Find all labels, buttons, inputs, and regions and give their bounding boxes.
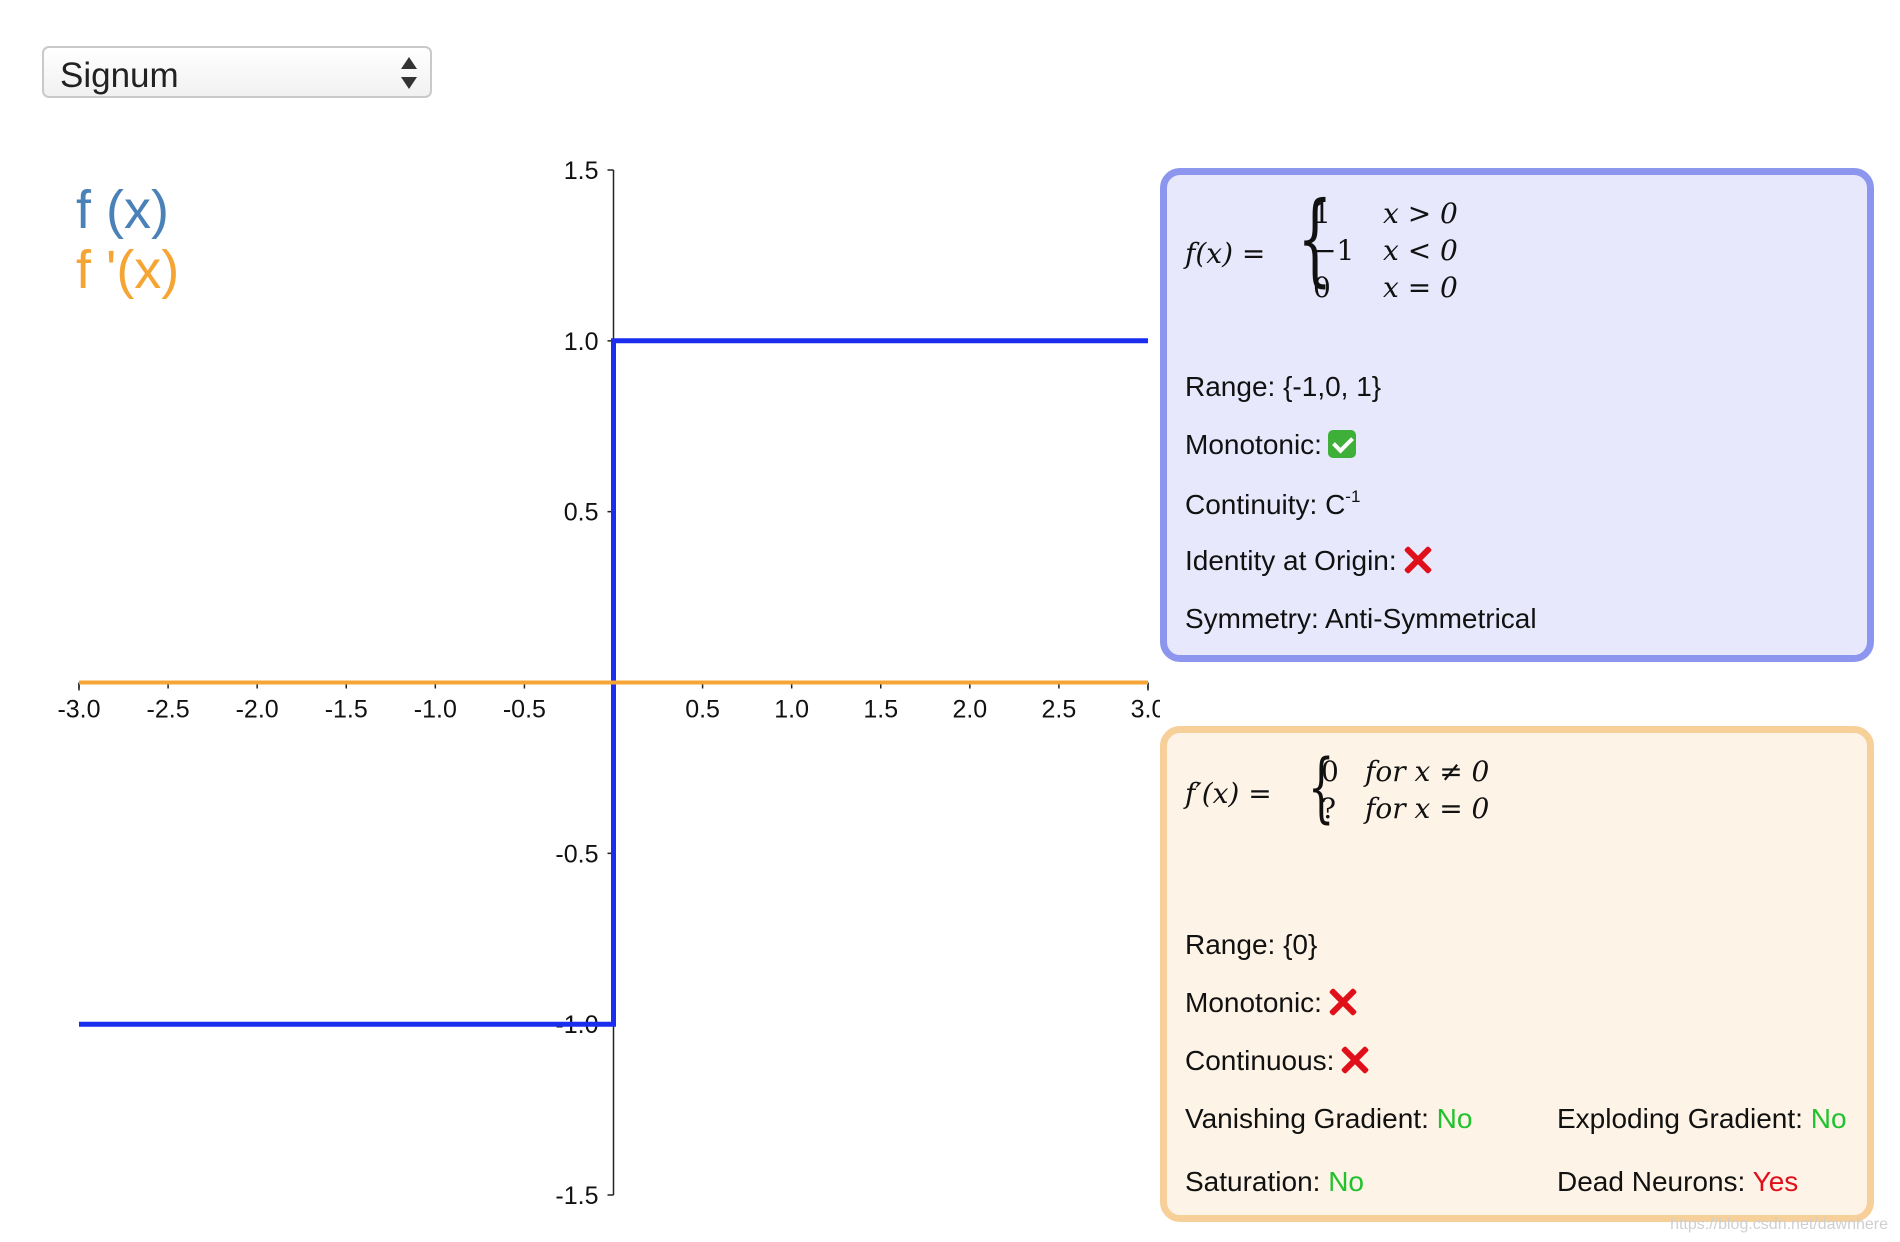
x-tick-label: 3.0: [1131, 696, 1160, 724]
case-condition: x > 0: [1383, 197, 1458, 230]
continuity-row: Continuity: C-1: [1185, 487, 1360, 521]
case-condition: x < 0: [1383, 234, 1458, 267]
vanishing-row: Vanishing Gradient: No: [1185, 1103, 1472, 1135]
derivative-monotonic-label: Monotonic:: [1185, 987, 1322, 1018]
case-condition: x = 0: [1383, 271, 1458, 304]
y-tick-label: 1.0: [564, 328, 599, 356]
x-tick-label: 2.0: [952, 696, 987, 724]
y-tick-label: -1.5: [555, 1182, 598, 1210]
y-tick-label: 1.5: [564, 157, 599, 185]
select-arrows-icon: [401, 57, 417, 89]
exploding-row: Exploding Gradient: No: [1557, 1103, 1847, 1135]
legend-f: f (x): [76, 180, 169, 240]
cross-icon: [1328, 987, 1358, 1017]
derivative-monotonic-row: Monotonic:: [1185, 987, 1358, 1019]
y-tick-label: -0.5: [555, 840, 598, 868]
x-tick-label: 0.5: [685, 696, 720, 724]
case-value: 0: [1321, 755, 1339, 788]
derivative-info-panel: f′(x) = { 0 for x ≠ 0? for x = 0 Range: {0…: [1160, 726, 1874, 1222]
watermark: https://blog.csdn.net/dawnhere: [1670, 1216, 1888, 1233]
x-tick-label: -2.0: [236, 696, 279, 724]
case-condition: for x ≠ 0: [1365, 755, 1490, 788]
cross-icon: [1340, 1045, 1370, 1075]
vanishing-value: No: [1436, 1103, 1473, 1134]
saturation-label: Saturation:: [1185, 1166, 1321, 1197]
saturation-row: Saturation: No: [1185, 1166, 1364, 1198]
x-tick-label: -1.0: [414, 696, 457, 724]
continuous-label: Continuous:: [1185, 1045, 1335, 1076]
x-tick-label: -1.5: [325, 696, 368, 724]
dead-neurons-value: Yes: [1752, 1166, 1799, 1197]
x-tick-label: -2.5: [147, 696, 190, 724]
continuity-label: Continuity: C: [1185, 489, 1346, 520]
exploding-value: No: [1810, 1103, 1847, 1134]
x-tick-label: 1.5: [863, 696, 898, 724]
derivative-range-text: Range: {0}: [1185, 929, 1318, 960]
x-tick-label: 1.0: [774, 696, 809, 724]
range-text: Range: {-1,0, 1}: [1185, 371, 1382, 402]
chart-ticks: -3.0 -2.5 -2.0 -1.5 -1.0 -0.5 0.5 1.0 1.5 2.0 2.5 3…: [57, 157, 1160, 1210]
derivative-formula-brace: {: [1307, 742, 1335, 831]
formula-brace: {: [1297, 180, 1333, 297]
function-info-panel: f(x) = { 1 x > 0 −1 x < 0 0 x = 0 Range: {-1,…: [1160, 168, 1874, 662]
activation-chart: -3.0 -2.5 -2.0 -1.5 -1.0 -0.5 0.5 1.0 1.5 2.0 2.5 3…: [57, 157, 1160, 1210]
dead-neurons-label: Dead Neurons:: [1557, 1166, 1746, 1197]
case-value: 0: [1313, 271, 1331, 304]
function-select-value: Signum: [60, 56, 179, 95]
chart-legend: f (x) f '(x): [76, 180, 179, 300]
continuous-row: Continuous:: [1185, 1045, 1370, 1077]
cross-icon: [1403, 545, 1433, 575]
continuity-sup: -1: [1345, 487, 1361, 506]
x-tick-label: -0.5: [503, 696, 546, 724]
identity-label: Identity at Origin:: [1185, 545, 1397, 576]
symmetry-text: Symmetry: Anti-Symmetrical: [1185, 603, 1537, 634]
identity-row: Identity at Origin:: [1185, 545, 1433, 577]
check-icon: [1327, 430, 1356, 458]
monotonic-label: Monotonic:: [1185, 429, 1322, 460]
legend-df: f '(x): [76, 240, 180, 300]
chart-lines: [79, 338, 1148, 1027]
exploding-label: Exploding Gradient:: [1557, 1103, 1803, 1134]
case-value: 1: [1313, 197, 1331, 230]
function-select[interactable]: Signum: [42, 46, 432, 98]
y-tick-label: 0.5: [564, 499, 599, 527]
formula-lhs: f(x) =: [1185, 237, 1266, 270]
saturation-value: No: [1328, 1166, 1364, 1197]
monotonic-row: Monotonic:: [1185, 429, 1356, 461]
x-tick-label: 2.5: [1042, 696, 1077, 724]
case-value: −1: [1313, 234, 1355, 267]
x-tick-label: -3.0: [57, 696, 100, 724]
case-value: ?: [1321, 792, 1337, 825]
vanishing-label: Vanishing Gradient:: [1185, 1103, 1429, 1134]
derivative-formula-lhs: f′(x) =: [1185, 777, 1272, 810]
dead-neurons-row: Dead Neurons: Yes: [1557, 1166, 1798, 1198]
case-condition: for x = 0: [1365, 792, 1490, 825]
